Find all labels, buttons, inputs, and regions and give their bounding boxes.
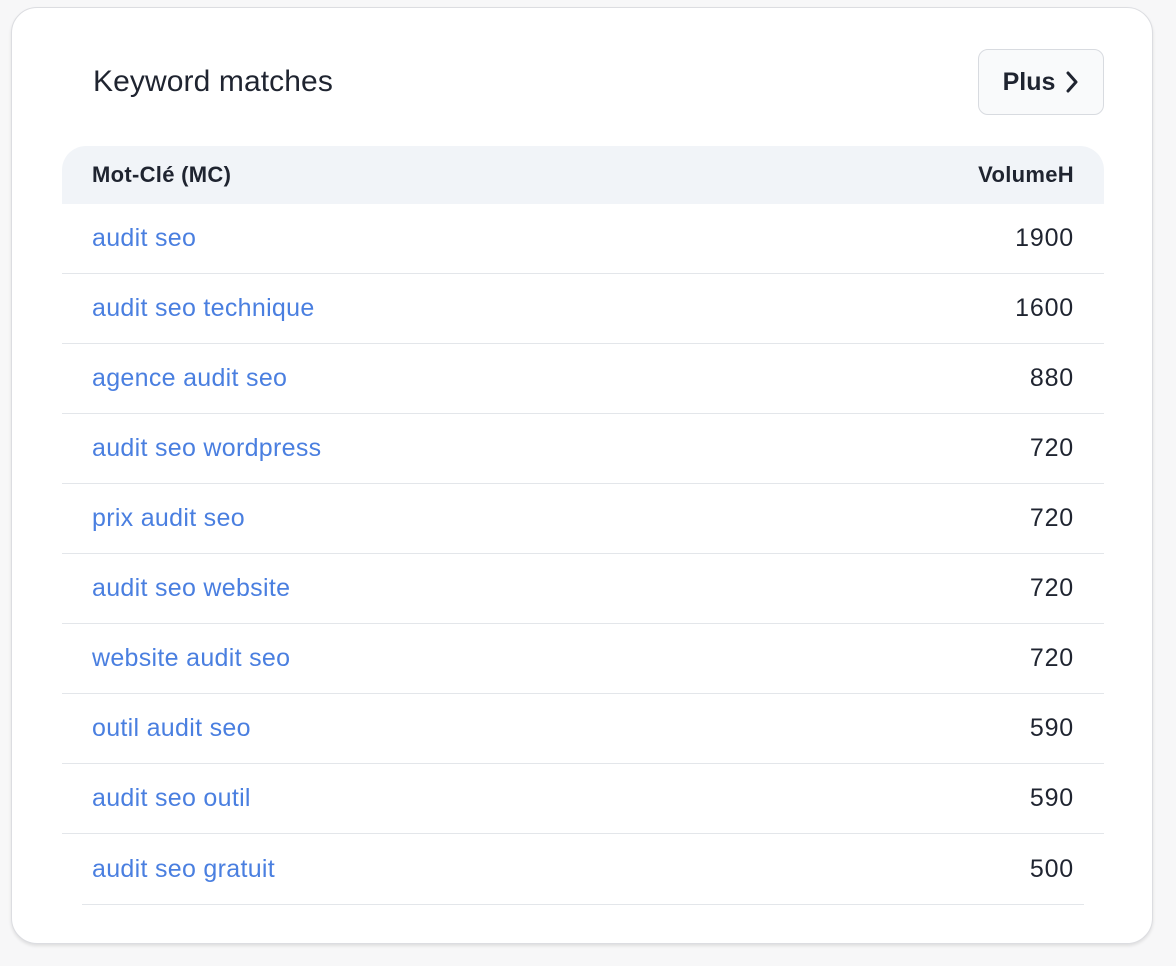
keyword-link[interactable]: audit seo website [92,574,291,602]
chevron-right-icon [1065,71,1079,93]
volume-value: 720 [1029,504,1074,532]
table-row: website audit seo 720 [62,624,1104,694]
volume-value: 590 [1029,714,1074,742]
table-row: audit seo technique 1600 [62,274,1104,344]
keyword-link[interactable]: audit seo [92,224,197,252]
table-bottom-divider [82,904,1084,905]
keyword-link[interactable]: audit seo gratuit [92,854,275,883]
volume-value: 720 [1029,434,1074,462]
more-button[interactable]: Plus [978,49,1104,115]
keyword-table: Mot-Clé (MC) VolumeH audit seo 1900 audi… [62,146,1104,904]
volume-value: 720 [1029,574,1074,602]
table-row: audit seo gratuit 500 [62,834,1104,904]
keyword-link[interactable]: audit seo outil [92,784,251,812]
volume-value: 1900 [1015,224,1074,252]
table-row: agence audit seo 880 [62,344,1104,414]
keyword-link[interactable]: prix audit seo [92,504,245,532]
keyword-link[interactable]: outil audit seo [92,714,251,742]
card-title: Keyword matches [93,65,333,98]
keyword-link[interactable]: audit seo technique [92,294,315,322]
keyword-link[interactable]: website audit seo [92,644,291,672]
volume-value: 720 [1029,644,1074,672]
table-row: audit seo website 720 [62,554,1104,624]
volume-value: 880 [1029,364,1074,392]
table-row: audit seo 1900 [62,204,1104,274]
volume-value: 590 [1029,784,1074,812]
table-header: Mot-Clé (MC) VolumeH [62,146,1104,204]
keyword-link[interactable]: agence audit seo [92,364,288,392]
table-row: audit seo outil 590 [62,764,1104,834]
keyword-link[interactable]: audit seo wordpress [92,434,322,462]
column-header-volume: VolumeH [978,162,1074,187]
table-row: outil audit seo 590 [62,694,1104,764]
keyword-matches-card: Keyword matches Plus Mot-Clé (MC) Volume… [11,7,1153,944]
table-row: prix audit seo 720 [62,484,1104,554]
more-button-label: Plus [1002,68,1056,96]
volume-value: 500 [1029,854,1074,883]
column-header-keyword: Mot-Clé (MC) [92,162,232,187]
volume-value: 1600 [1015,294,1074,322]
table-row: audit seo wordpress 720 [62,414,1104,484]
